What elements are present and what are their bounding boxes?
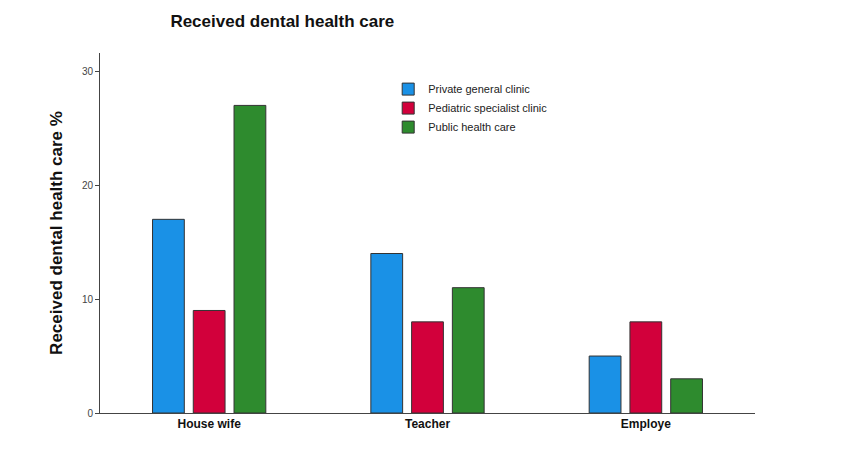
svg-text:0: 0 xyxy=(87,408,93,419)
svg-text:Pediatric specialist clinic: Pediatric specialist clinic xyxy=(428,102,547,114)
svg-text:Employe: Employe xyxy=(621,417,671,431)
svg-text:Public health care: Public health care xyxy=(428,121,515,133)
svg-text:Teacher: Teacher xyxy=(405,417,450,431)
svg-text:Received dental health care %: Received dental health care % xyxy=(47,111,66,355)
svg-text:Private general clinic: Private general clinic xyxy=(428,83,530,95)
svg-text:Received dental health care: Received dental health care xyxy=(170,12,394,31)
svg-text:10: 10 xyxy=(82,294,94,305)
svg-text:House wife: House wife xyxy=(177,417,241,431)
svg-text:30: 30 xyxy=(82,66,94,77)
svg-text:20: 20 xyxy=(82,180,94,191)
